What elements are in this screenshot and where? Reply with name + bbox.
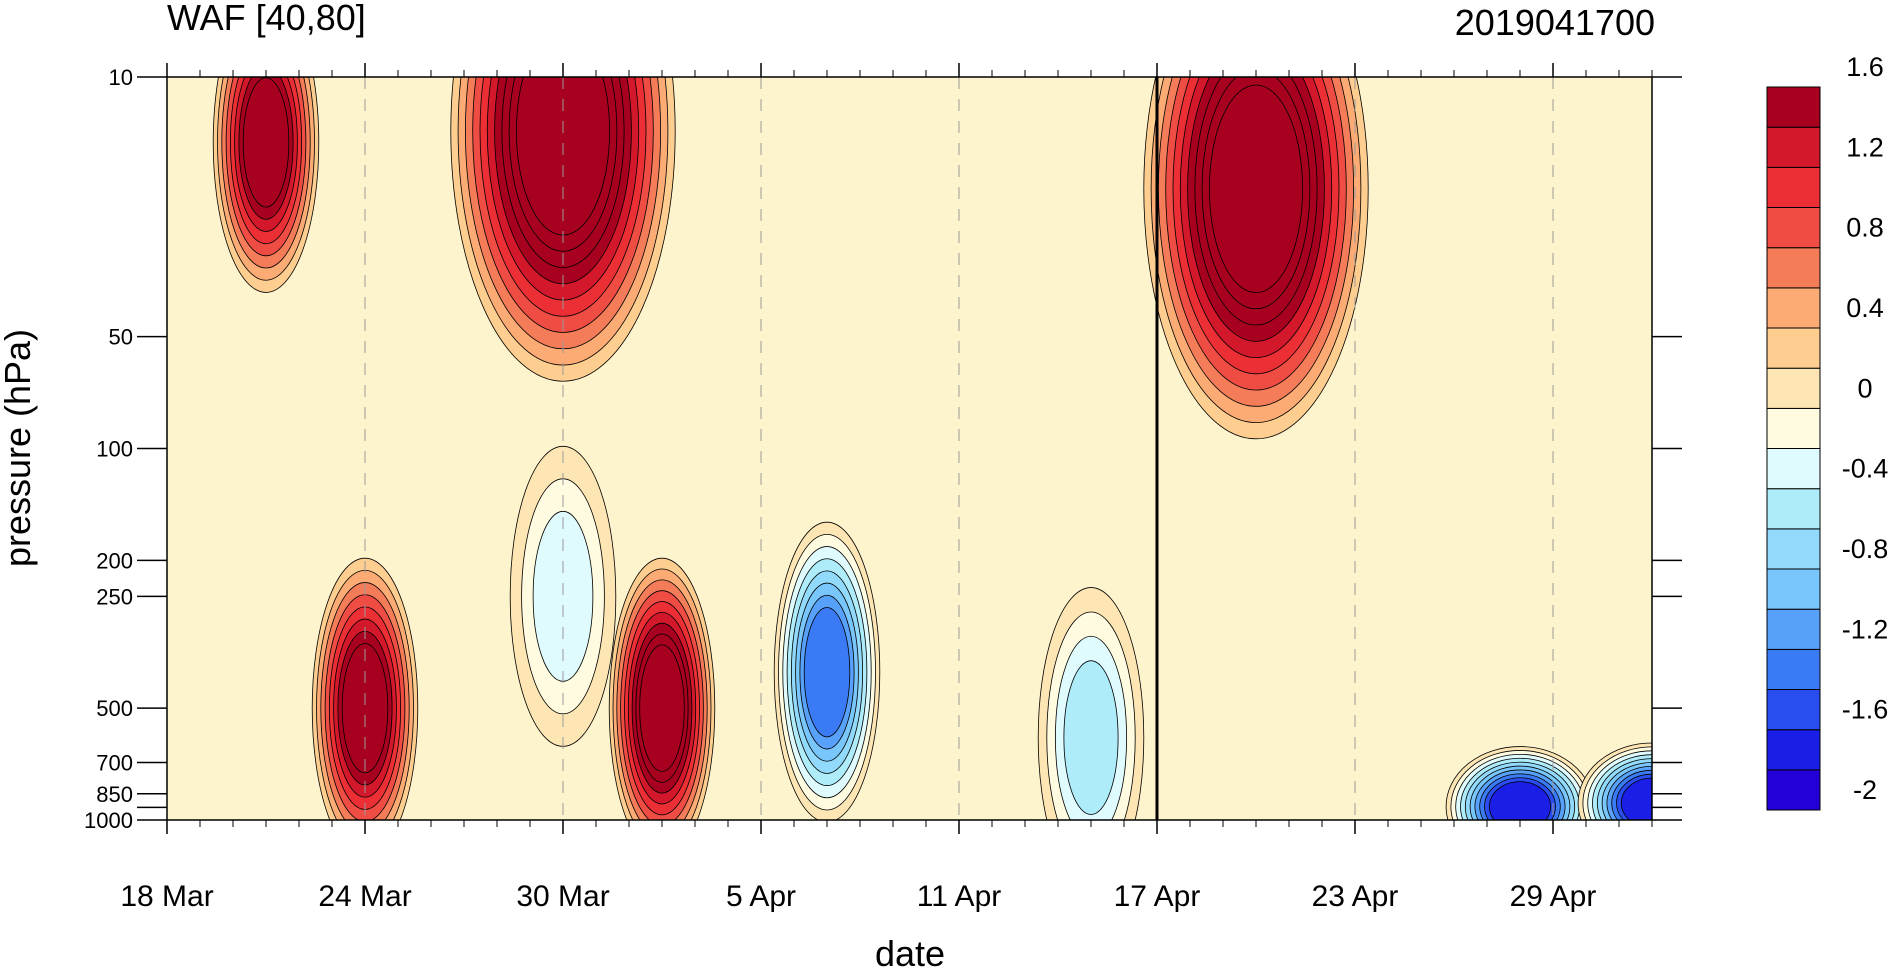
y-tick-label: 50 (109, 325, 133, 350)
colorbar-box (1766, 86, 1821, 128)
contour-min-mid-7Apr-8 (803, 607, 851, 738)
title-left: WAF [40,80] (167, 0, 366, 38)
colorbar-label: -0.8 (1842, 534, 1889, 564)
colorbar: -2 -1.6 -1.2 -0.8 -0.4 0 0.4 0.8 1.2 1.6 2 (1766, 0, 1889, 811)
colorbar-box (1766, 327, 1821, 369)
y-tick-label: 1000 (84, 808, 133, 833)
colorbar-box (1766, 407, 1821, 449)
y-tick-label: 250 (96, 584, 133, 609)
contour-features (212, 77, 1652, 820)
colorbar-box (1766, 729, 1821, 771)
colorbar-box (1766, 488, 1821, 530)
colorbar-label: 2 (1857, 0, 1872, 2)
colorbar-label: 1.2 (1846, 132, 1884, 162)
colorbar-label: -1.6 (1842, 695, 1889, 725)
colorbar-box (1766, 287, 1821, 329)
colorbar-label: 0 (1857, 373, 1872, 403)
colorbar-box (1766, 448, 1821, 490)
y-axis-label: pressure (hPa) (0, 329, 38, 567)
contour-min-mid-15Apr-4 (1063, 660, 1119, 815)
colorbar-box (1766, 367, 1821, 409)
y-tick-label: 700 (96, 751, 133, 776)
x-axis-label: date (875, 933, 945, 968)
colorbar-label: 0.8 (1846, 213, 1884, 243)
colorbar-box (1766, 568, 1821, 610)
y-tick-label: 10 (109, 65, 133, 90)
x-tick-label: 11 Apr (917, 880, 1002, 913)
colorbar-box (1766, 528, 1821, 570)
colorbar-box (1766, 207, 1821, 249)
y-tick-label: 850 (96, 782, 133, 807)
y-tick-label: 100 (96, 437, 133, 462)
x-tick-label: 18 Mar (120, 880, 213, 913)
contour-min-low-27Apr-10 (1488, 781, 1552, 820)
contour-max-upper-17Apr-23Apr-10 (1209, 84, 1304, 294)
x-tick-label: 29 Apr (1510, 880, 1597, 913)
contour-max-low-23Mar-8 (341, 643, 389, 774)
colorbar-box (1766, 126, 1821, 168)
x-tick-label: 30 Mar (516, 880, 609, 913)
x-tick-label: 23 Apr (1312, 880, 1399, 913)
colorbar-label: 1.6 (1846, 52, 1884, 82)
x-tick-label: 17 Apr (1114, 880, 1201, 913)
contour-max-upper-21Mar-8 (242, 77, 290, 208)
colorbar-box (1766, 689, 1821, 731)
colorbar-box (1766, 648, 1821, 690)
title-right: 2019041700 (1455, 2, 1655, 43)
x-tick-label: 24 Mar (318, 880, 411, 913)
colorbar-label: -2 (1853, 775, 1877, 805)
colorbar-box (1766, 769, 1821, 811)
colorbar-label: -1.2 (1842, 614, 1889, 644)
y-tick-label: 500 (96, 696, 133, 721)
x-tick-label: 5 Apr (726, 880, 796, 913)
colorbar-label: 0.4 (1846, 293, 1884, 323)
colorbar-box (1766, 166, 1821, 209)
colorbar-box (1766, 247, 1821, 289)
x-axis: 18 Mar 24 Mar 30 Mar 5 Apr 11 Apr 17 Apr 23 Ap… (120, 63, 1653, 913)
colorbar-box (1766, 608, 1821, 650)
colorbar-label: -0.4 (1842, 454, 1889, 484)
y-tick-label: 200 (96, 548, 133, 573)
contour-max-mid-2Apr-9 (639, 644, 685, 772)
contour-min-low-1May-10 (1620, 777, 1652, 820)
